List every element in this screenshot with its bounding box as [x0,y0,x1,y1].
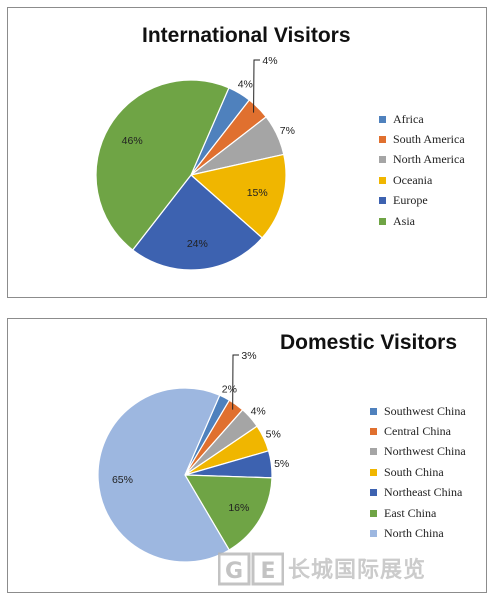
legend-item-europe: Europe [379,191,465,211]
legend-label: Central China [384,424,451,439]
legend-item-south-china: South China [370,462,466,482]
watermark-text: 长城国际展览 [288,558,427,583]
legend-item-north-china: North China [370,523,466,543]
legend-label: Oceania [393,172,433,187]
legend-item-east-china: East China [370,503,466,523]
legend-swatch [379,217,386,225]
data-label-north-china: 65% [112,474,133,486]
domestic-visitors-chart: Domestic Visitors 2% 3% 4% 5% 5% 16% 65% South… [7,318,487,593]
pie-slice-europe [131,174,264,271]
legend-swatch [370,530,377,538]
data-label-asia: 46% [122,135,143,147]
data-label-central-china: 3% [241,350,256,362]
legend-label: North America [393,152,465,167]
legend-item-africa: Africa [379,109,465,129]
legend-label: Northwest China [384,444,466,459]
watermark: G E 长城国际展览 [218,552,453,586]
legend-label: Asia [393,213,415,228]
data-label-oceania: 15% [247,187,268,199]
pie-slice-oceania [189,153,287,239]
pie-slice-east-china [183,474,273,551]
legend-label: East China [384,505,437,520]
data-label-east-china: 16% [228,502,249,514]
legend-swatch [379,156,386,164]
watermark-logo-e: E [260,559,275,584]
legend-swatch [379,115,386,123]
data-label-south-china: 5% [266,429,281,441]
legend-swatch [370,489,377,497]
leader-line-central-china [232,354,239,410]
legend-label: Europe [393,193,428,208]
legend-item-oceania: Oceania [379,170,465,190]
chart-title: International Visitors [142,24,351,47]
legend-item-north-america: North America [379,150,465,170]
legend-swatch [370,468,377,476]
legend-swatch [370,428,377,436]
data-label-africa: 4% [238,79,253,91]
legend-label: Northeast China [384,485,463,500]
pie-slice-asia [95,79,230,251]
data-label-northwest-china: 4% [251,406,266,418]
domestic-legend: Southwest China Central China Northwest Ch… [370,401,466,544]
legend-label: North China [384,526,444,541]
legend-swatch [370,407,377,415]
legend-swatch [370,509,377,517]
legend-label: South America [393,132,465,147]
pie-slice-north-china [97,387,230,563]
legend-swatch [379,136,386,144]
legend-item-south-america: South America [379,129,465,149]
international-visitors-chart: International Visitors 4% 4% 7% 15% 24% 46% A… [7,7,487,298]
legend-item-asia: Asia [379,211,465,231]
data-label-south-america: 4% [262,55,277,67]
legend-item-southwest-china: Southwest China [370,401,466,421]
legend-swatch [379,197,386,205]
legend-label: South China [384,464,444,479]
legend-swatch [379,176,386,184]
leader-line-south-america [253,59,260,113]
legend-label: Africa [393,111,424,126]
watermark-logo: G E [218,552,284,586]
chart-title: Domestic Visitors [280,331,458,354]
data-label-northeast-china: 5% [274,458,289,470]
watermark-logo-g: G [225,559,243,584]
data-label-north-america: 7% [280,125,295,137]
domestic-pie: 2%3%4%5%5%16%65% [97,350,289,563]
international-pie: 4% 4% 7% 15% 24% 46% [95,55,295,271]
international-legend: Africa South America North America Oceania E… [379,109,465,231]
legend-item-northwest-china: Northwest China [370,442,466,462]
legend-item-northeast-china: Northeast China [370,483,466,503]
legend-swatch [370,448,377,456]
legend-label: Southwest China [384,403,466,418]
data-label-europe: 24% [187,238,208,250]
data-label-southwest-china: 2% [222,383,237,395]
legend-item-central-china: Central China [370,421,466,441]
